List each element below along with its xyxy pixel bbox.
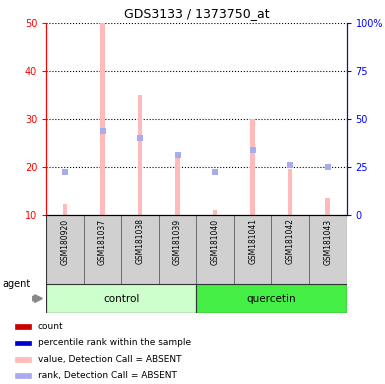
- Bar: [250, 119, 255, 215]
- Text: GSM181040: GSM181040: [211, 218, 219, 265]
- Text: GSM180920: GSM180920: [60, 218, 69, 265]
- Bar: [196, 284, 346, 313]
- Title: GDS3133 / 1373750_at: GDS3133 / 1373750_at: [124, 7, 269, 20]
- Bar: [15, 341, 31, 345]
- Bar: [175, 157, 180, 215]
- Bar: [159, 215, 196, 284]
- Bar: [46, 215, 84, 284]
- Bar: [213, 210, 218, 215]
- Text: GSM181043: GSM181043: [323, 218, 332, 265]
- Text: GSM181037: GSM181037: [98, 218, 107, 265]
- Text: percentile rank within the sample: percentile rank within the sample: [37, 338, 191, 348]
- Text: quercetin: quercetin: [247, 293, 296, 304]
- Bar: [138, 95, 142, 215]
- Text: control: control: [103, 293, 139, 304]
- Bar: [288, 169, 293, 215]
- Text: count: count: [37, 322, 63, 331]
- Bar: [100, 23, 105, 215]
- Text: rank, Detection Call = ABSENT: rank, Detection Call = ABSENT: [37, 371, 176, 380]
- Text: GSM181042: GSM181042: [286, 218, 295, 265]
- Bar: [46, 284, 196, 313]
- Text: GSM181038: GSM181038: [136, 218, 144, 265]
- Bar: [271, 215, 309, 284]
- Bar: [15, 373, 31, 378]
- Bar: [325, 198, 330, 215]
- Bar: [121, 215, 159, 284]
- Bar: [196, 215, 234, 284]
- Text: GSM181039: GSM181039: [173, 218, 182, 265]
- Bar: [63, 204, 67, 215]
- Text: GSM181041: GSM181041: [248, 218, 257, 265]
- Bar: [84, 215, 121, 284]
- Text: agent: agent: [2, 279, 30, 289]
- Bar: [15, 357, 31, 362]
- Bar: [309, 215, 346, 284]
- Bar: [15, 324, 31, 329]
- Text: value, Detection Call = ABSENT: value, Detection Call = ABSENT: [37, 355, 181, 364]
- Bar: [234, 215, 271, 284]
